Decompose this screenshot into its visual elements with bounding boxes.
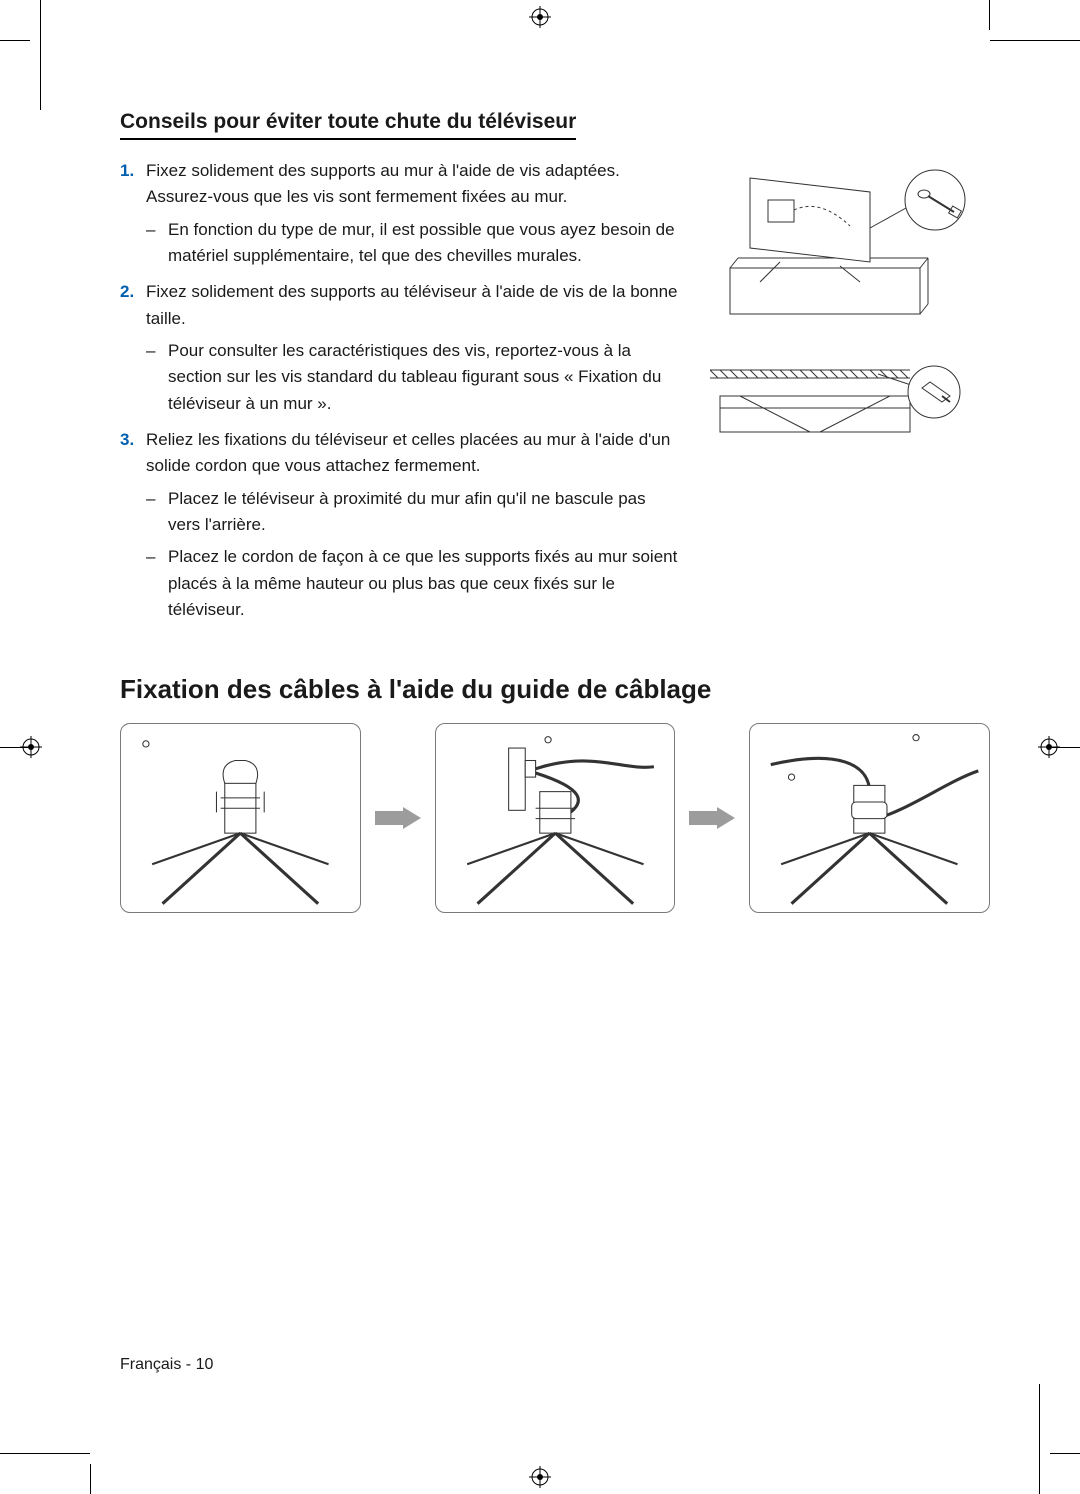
page-footer: Français - 10 bbox=[120, 1356, 213, 1374]
step-1-bullet: En fonction du type de mur, il est possi… bbox=[146, 217, 680, 270]
crop-mark bbox=[0, 40, 30, 41]
page: Conseils pour éviter toute chute du télé… bbox=[0, 0, 1080, 1494]
figure-column bbox=[710, 158, 970, 634]
figure-cable-step-2 bbox=[435, 723, 676, 913]
step-text: Reliez les fixations du téléviseur et ce… bbox=[146, 430, 670, 475]
crop-mark bbox=[1050, 1453, 1080, 1454]
section-title: Conseils pour éviter toute chute du télé… bbox=[120, 110, 576, 140]
text-column: Fixez solidement des supports au mur à l… bbox=[120, 158, 680, 634]
heading-cable-guide: Fixation des câbles à l'aide du guide de… bbox=[120, 674, 990, 705]
two-column-layout: Fixez solidement des supports au mur à l… bbox=[120, 158, 990, 634]
step-3-bullet-2: Placez le cordon de façon à ce que les s… bbox=[146, 544, 680, 623]
figure-wall-anchor-cross-section bbox=[710, 352, 970, 452]
step-3-sublist: Placez le téléviseur à proximité du mur … bbox=[146, 486, 680, 624]
crop-mark bbox=[990, 40, 1080, 41]
registration-mark-icon bbox=[20, 736, 42, 758]
figure-tv-tethered-to-wall bbox=[710, 158, 970, 328]
registration-mark-icon bbox=[529, 1466, 551, 1488]
crop-mark bbox=[989, 0, 990, 30]
step-2: Fixez solidement des supports au télévis… bbox=[120, 279, 680, 417]
crop-mark bbox=[90, 1464, 91, 1494]
crop-mark bbox=[1039, 1384, 1040, 1494]
step-2-sublist: Pour consulter les caractéristiques des … bbox=[146, 338, 680, 417]
crop-mark bbox=[40, 0, 41, 110]
step-text: Fixez solidement des supports au télévis… bbox=[146, 282, 678, 327]
step-3: Reliez les fixations du téléviseur et ce… bbox=[120, 427, 680, 623]
figure-cable-step-1 bbox=[120, 723, 361, 913]
step-3-bullet-1: Placez le téléviseur à proximité du mur … bbox=[146, 486, 680, 539]
step-1-sublist: En fonction du type de mur, il est possi… bbox=[146, 217, 680, 270]
crop-mark bbox=[0, 1453, 90, 1454]
content-area: Conseils pour éviter toute chute du télé… bbox=[120, 110, 990, 1384]
step-text: Fixez solidement des supports au mur à l… bbox=[146, 161, 620, 206]
registration-mark-icon bbox=[1038, 736, 1060, 758]
step-1: Fixez solidement des supports au mur à l… bbox=[120, 158, 680, 269]
arrow-right-icon bbox=[689, 807, 735, 829]
step-2-bullet: Pour consulter les caractéristiques des … bbox=[146, 338, 680, 417]
cable-guide-row bbox=[120, 723, 990, 913]
registration-mark-icon bbox=[529, 6, 551, 28]
figure-cable-step-3 bbox=[749, 723, 990, 913]
arrow-right-icon bbox=[375, 807, 421, 829]
steps-list: Fixez solidement des supports au mur à l… bbox=[120, 158, 680, 624]
